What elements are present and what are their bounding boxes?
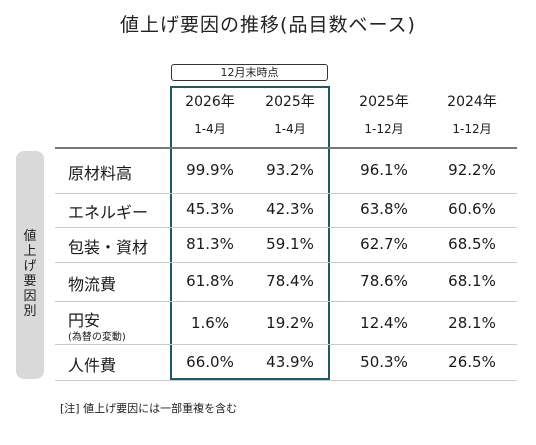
header-divider	[55, 147, 517, 149]
row-label: 円安 (為替の変動)	[68, 307, 126, 344]
table-cell: 19.2%	[266, 314, 314, 332]
table-cell: 78.4%	[266, 272, 314, 290]
table-cell: 92.2%	[448, 161, 496, 179]
row-divider	[55, 380, 517, 381]
column-year: 2025年	[359, 94, 409, 110]
table-cell: 68.5%	[448, 235, 496, 253]
table-cell: 12.4%	[360, 314, 408, 332]
table-cell: 60.6%	[448, 200, 496, 218]
row-divider	[55, 227, 517, 228]
column-header: 2025年 1-4月	[250, 91, 330, 140]
table-cell: 66.0%	[186, 353, 234, 371]
category-sidebar: 値上げ要因別	[16, 151, 44, 379]
table-cell: 68.1%	[448, 272, 496, 290]
row-label-sub: (為替の変動)	[68, 332, 126, 343]
column-year: 2025年	[265, 94, 315, 110]
table-cell: 28.1%	[448, 314, 496, 332]
row-divider	[55, 301, 517, 302]
table-cell: 42.3%	[266, 200, 314, 218]
table-cell: 61.8%	[186, 272, 234, 290]
row-divider	[55, 344, 517, 345]
table-cell: 81.3%	[186, 235, 234, 253]
table-cell: 43.9%	[266, 353, 314, 371]
row-label: 包装・資材	[68, 238, 149, 257]
table-cell: 63.8%	[360, 200, 408, 218]
table-cell: 45.3%	[186, 200, 234, 218]
row-label: 原材料高	[68, 164, 133, 183]
as-of-badge: 12月末時点	[171, 64, 328, 81]
row-label-main: 円安	[68, 311, 101, 330]
column-header: 2025年 1-12月	[344, 91, 424, 140]
row-label: エネルギー	[68, 203, 149, 222]
table-cell: 78.6%	[360, 272, 408, 290]
table-cell: 59.1%	[266, 235, 314, 253]
footnote: [注] 値上げ要因には一部重複を含む	[60, 402, 238, 415]
column-header: 2024年 1-12月	[432, 91, 512, 140]
table-cell: 96.1%	[360, 161, 408, 179]
category-sidebar-label: 値上げ要因別	[23, 229, 37, 319]
row-divider	[55, 193, 517, 194]
column-year: 2024年	[447, 94, 497, 110]
row-label: 物流費	[68, 275, 117, 294]
table-cell: 99.9%	[186, 161, 234, 179]
column-period: 1-4月	[194, 122, 226, 136]
table-cell: 1.6%	[190, 314, 230, 332]
row-divider	[55, 262, 517, 263]
table-cell: 50.3%	[360, 353, 408, 371]
row-label: 人件費	[68, 356, 117, 375]
column-period: 1-4月	[274, 122, 306, 136]
page-title: 値上げ要因の推移(品目数ベース)	[120, 14, 416, 36]
table-cell: 93.2%	[266, 161, 314, 179]
table-cell: 26.5%	[448, 353, 496, 371]
table-cell: 62.7%	[360, 235, 408, 253]
highlight-box	[170, 86, 330, 380]
column-year: 2026年	[185, 94, 235, 110]
column-header: 2026年 1-4月	[170, 91, 250, 140]
column-period: 1-12月	[452, 122, 492, 136]
column-period: 1-12月	[364, 122, 404, 136]
